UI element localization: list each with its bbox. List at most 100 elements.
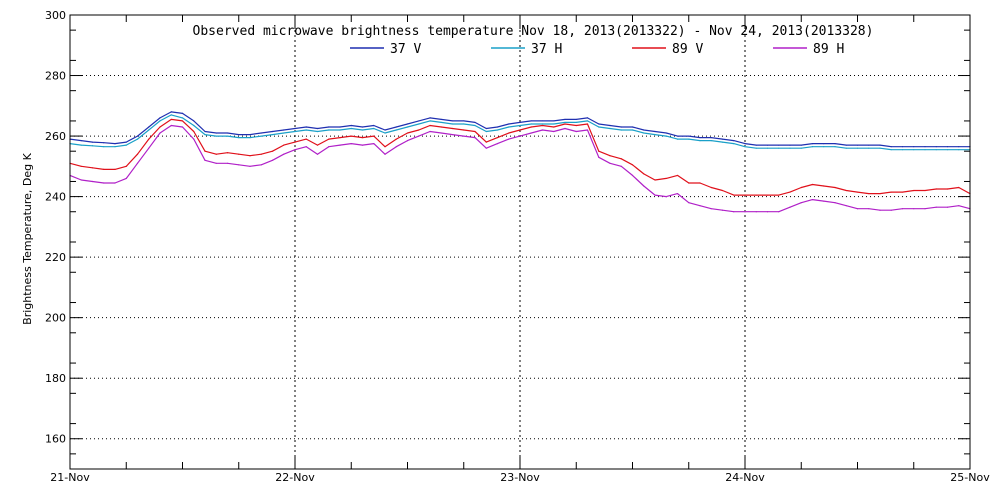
data-point	[935, 206, 937, 208]
data-point	[553, 120, 555, 122]
data-point	[418, 129, 420, 131]
data-point	[193, 138, 195, 140]
data-point	[429, 130, 431, 133]
data-point	[586, 129, 589, 131]
data-point	[519, 121, 521, 124]
series-37-v	[69, 111, 971, 148]
data-point	[463, 120, 465, 122]
data-point	[474, 121, 476, 124]
data-point	[744, 211, 746, 213]
data-point	[406, 123, 409, 125]
data-point	[823, 200, 825, 202]
data-point	[946, 206, 949, 208]
legend-item: 89 H	[773, 42, 844, 57]
data-point	[586, 120, 589, 122]
data-point	[823, 185, 825, 187]
legend-label: 89 H	[813, 42, 844, 57]
data-point	[373, 124, 375, 127]
data-point	[80, 144, 82, 146]
data-point	[575, 121, 577, 124]
data-point	[676, 174, 679, 177]
data-point	[249, 165, 251, 167]
data-point	[665, 135, 667, 137]
data-point	[901, 208, 904, 210]
x-tick-label: 22-Nov	[275, 471, 315, 484]
data-point	[350, 143, 352, 145]
data-point	[496, 126, 499, 128]
data-point	[148, 129, 150, 131]
data-point	[496, 143, 499, 145]
data-point	[766, 194, 769, 196]
data-point	[699, 136, 701, 139]
data-point	[924, 189, 926, 192]
data-point	[474, 136, 476, 139]
data-point	[91, 141, 94, 143]
data-point	[271, 150, 274, 152]
data-point	[136, 138, 139, 140]
data-point	[845, 205, 847, 207]
data-point	[508, 123, 510, 125]
data-point	[294, 149, 296, 151]
data-point	[721, 138, 724, 140]
data-point	[699, 205, 701, 207]
data-point	[811, 183, 814, 186]
data-point	[260, 153, 262, 155]
data-point	[710, 208, 712, 210]
data-point	[620, 158, 622, 160]
data-point	[418, 123, 420, 125]
data-point	[800, 202, 802, 204]
data-point	[856, 147, 859, 149]
data-point	[553, 130, 555, 133]
data-point	[193, 124, 195, 127]
data-point	[811, 146, 814, 148]
data-point	[283, 144, 285, 146]
data-point	[159, 117, 161, 119]
data-point	[935, 188, 937, 190]
data-point	[361, 144, 364, 146]
legend-item: 37 V	[350, 42, 421, 57]
data-point	[305, 146, 307, 148]
data-point	[80, 165, 82, 167]
data-point	[339, 136, 341, 139]
data-point	[643, 132, 645, 134]
data-point	[834, 146, 836, 148]
data-point	[339, 129, 341, 131]
data-point	[159, 126, 161, 128]
data-point	[91, 180, 94, 183]
data-point	[958, 149, 960, 151]
data-point	[654, 130, 656, 133]
data-point	[260, 164, 262, 166]
data-point	[778, 211, 780, 213]
data-point	[406, 126, 409, 128]
data-point	[339, 144, 341, 146]
data-point	[440, 118, 442, 121]
data-point	[564, 123, 566, 125]
data-point	[541, 129, 544, 131]
data-point	[721, 209, 724, 211]
data-point	[80, 140, 82, 142]
data-point	[283, 153, 285, 155]
data-point	[721, 189, 724, 192]
data-point	[226, 152, 229, 154]
data-point	[451, 127, 454, 130]
data-point	[384, 132, 386, 134]
data-point	[305, 129, 307, 131]
data-point	[946, 149, 949, 151]
data-point	[665, 132, 667, 134]
data-point	[429, 124, 431, 127]
data-point	[733, 211, 735, 213]
data-point	[721, 141, 724, 143]
data-point	[856, 208, 859, 210]
data-point	[879, 147, 881, 149]
data-point	[238, 153, 240, 155]
data-point	[598, 123, 600, 125]
y-axis-label: Brightness Temperature, Deg K	[21, 152, 34, 324]
data-point	[598, 156, 600, 158]
data-point	[958, 186, 960, 189]
data-point	[631, 129, 634, 131]
data-point	[845, 147, 847, 149]
data-point	[316, 144, 319, 146]
data-point	[283, 132, 285, 134]
data-point	[226, 135, 229, 137]
data-point	[496, 129, 499, 131]
